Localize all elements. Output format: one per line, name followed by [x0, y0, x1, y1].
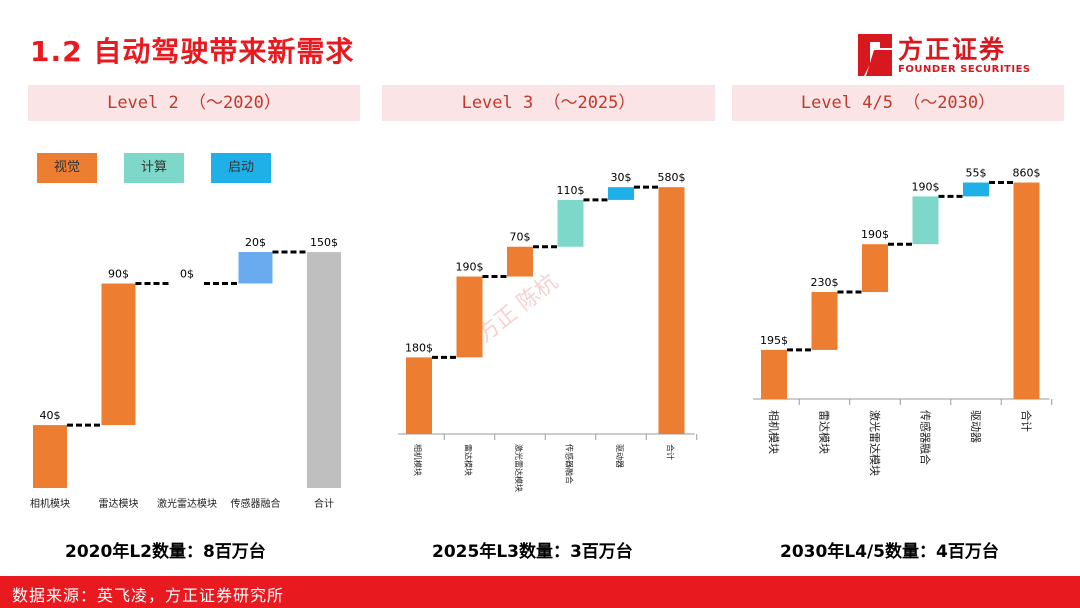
data-label: 860$ — [1013, 167, 1041, 180]
bar-1 — [101, 283, 136, 426]
bar-1 — [456, 276, 483, 358]
footer-bar: 数据来源：英飞凌，方正证券研究所 — [0, 576, 1080, 608]
category-label: 传感器融合 — [231, 497, 281, 510]
data-label: 190$ — [912, 180, 940, 193]
bar-1 — [811, 292, 838, 350]
data-label: 195$ — [760, 334, 788, 347]
watermark: 方正 陈杭 — [473, 269, 563, 347]
bar-4 — [608, 187, 634, 200]
level-3-header: Level 3 （～2025） — [382, 85, 715, 121]
category-label: 激光雷达模块 — [157, 497, 217, 510]
category-label: 激光雷达模块 — [514, 444, 524, 492]
logo-mark-icon — [858, 34, 892, 76]
category-label: 相机模块 — [767, 410, 781, 454]
data-label: 30$ — [611, 171, 632, 184]
category-label: 驱动器 — [969, 410, 982, 443]
bar-5 — [658, 187, 685, 434]
bar-4 — [963, 182, 989, 197]
caption-2030: 2030年L4/5数量：4百万台 — [780, 542, 999, 562]
category-label: 传感器融合 — [565, 444, 575, 484]
page-title: 1.2 自动驾驶带来新需求 — [30, 35, 355, 68]
category-label: 驱动器 — [615, 444, 625, 468]
data-label: 190$ — [861, 228, 889, 241]
category-label: 雷达模块 — [818, 410, 831, 454]
bar-0 — [33, 425, 67, 488]
legend-vision: 视觉 — [37, 153, 97, 183]
data-source: 数据来源：英飞凌，方正证券研究所 — [12, 586, 285, 605]
category-label: 合计 — [1020, 410, 1034, 432]
category-label: 传感器融合 — [919, 410, 933, 465]
bar-4 — [307, 252, 341, 488]
waterfall-charts: 方正 陈杭 40$ 相机模块 90$ 雷达模块 0$ 激光雷达模块 20$ 传感器融合 150$… — [30, 167, 1053, 510]
category-label: 相机模块 — [413, 444, 423, 476]
category-label: 雷达模块 — [99, 498, 139, 510]
bar-3 — [238, 252, 273, 284]
company-logo: 方正证券 FOUNDER SECURITIES — [850, 30, 1050, 80]
bar-3 — [557, 199, 584, 247]
data-label: 20$ — [245, 236, 266, 249]
level-2-header: Level 2 （～2020） — [28, 85, 360, 121]
data-label: 70$ — [510, 231, 531, 244]
category-label: 合计 — [314, 497, 334, 510]
logo-subtitle: FOUNDER SECURITIES — [898, 64, 1031, 75]
bar-5 — [1013, 182, 1040, 399]
bar-0 — [761, 349, 787, 399]
data-label: 230$ — [811, 276, 839, 289]
data-label: 580$ — [658, 171, 686, 184]
bar-2 — [862, 244, 888, 293]
bar-3 — [912, 196, 939, 245]
data-label: 190$ — [456, 261, 484, 274]
logo-name: 方正证券 — [898, 35, 1007, 64]
bar-2 — [507, 246, 533, 277]
caption-2020: 2020年L2数量：8百万台 — [65, 542, 266, 562]
category-label: 相机模块 — [30, 497, 70, 510]
data-label: 150$ — [310, 236, 338, 249]
bar-0 — [406, 357, 432, 434]
level-45-header: Level 4/5 （～2030） — [732, 85, 1064, 121]
data-label: 0$ — [180, 268, 194, 281]
category-label: 雷达模块 — [464, 444, 474, 476]
legend-actuation: 启动 — [211, 153, 271, 183]
legend-compute: 计算 — [124, 153, 184, 183]
data-label: 110$ — [557, 184, 585, 197]
caption-2025: 2025年L3数量：3百万台 — [432, 542, 633, 562]
category-label: 合计 — [666, 444, 676, 460]
data-label: 40$ — [40, 409, 61, 422]
data-label: 55$ — [966, 167, 987, 180]
category-label: 激光雷达模块 — [868, 410, 882, 476]
data-label: 90$ — [108, 268, 129, 281]
data-label: 180$ — [405, 341, 433, 354]
